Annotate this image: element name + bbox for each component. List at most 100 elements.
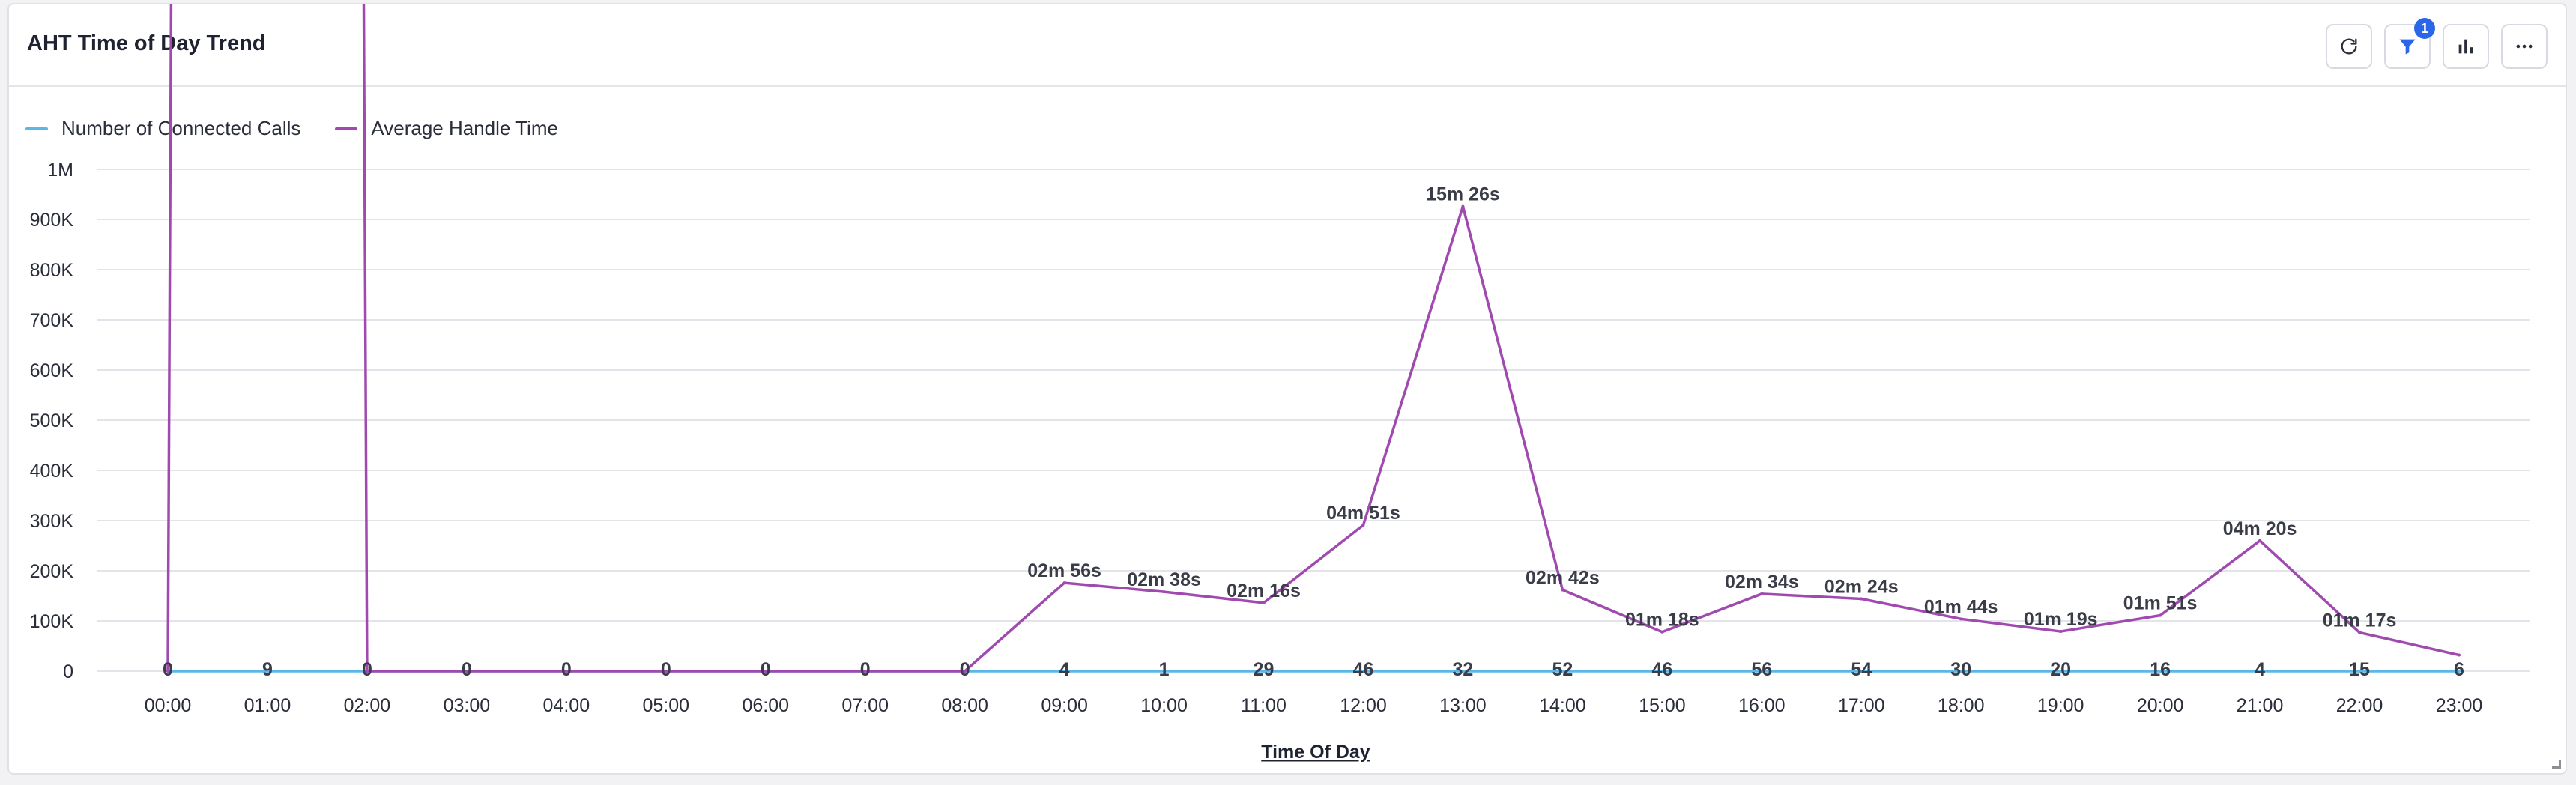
filter-button[interactable]: 1 xyxy=(2384,18,2435,69)
data-label-aht: 02m 38s xyxy=(1127,569,1201,590)
data-label-calls: 0 xyxy=(561,659,572,680)
y-tick-label: 700K xyxy=(30,310,74,331)
y-tick-label: 900K xyxy=(30,210,74,231)
x-axis-title: Time Of Day xyxy=(1261,742,1370,763)
widget-header: AHT Time of Day Trend 1 xyxy=(9,4,2566,87)
data-point xyxy=(1062,669,1066,673)
data-label-calls: 30 xyxy=(1950,659,1971,680)
y-tick-label: 200K xyxy=(30,561,74,582)
y-tick-label: 1M xyxy=(47,160,73,181)
widget-toolbar: 1 xyxy=(2326,18,2548,69)
data-point xyxy=(1860,597,1863,601)
data-point xyxy=(2458,669,2461,673)
data-label-calls: 32 xyxy=(1453,659,1474,680)
x-tick-label: 05:00 xyxy=(643,695,690,716)
data-point xyxy=(963,670,967,673)
data-label-calls: 0 xyxy=(661,659,671,680)
refresh-icon xyxy=(2338,36,2359,57)
data-point xyxy=(1162,669,1166,673)
more-horizontal-icon xyxy=(2514,36,2535,57)
data-point xyxy=(863,670,867,673)
data-label-aht: 15m 26s xyxy=(1426,184,1500,205)
data-label-calls: 29 xyxy=(1254,659,1275,680)
data-point xyxy=(1959,617,1963,621)
y-tick-label: 100K xyxy=(30,611,74,632)
legend-item-connected-calls[interactable]: Number of Connected Calls xyxy=(25,117,300,140)
data-point xyxy=(1561,669,1564,673)
data-point xyxy=(1860,669,1863,673)
x-tick-label: 17:00 xyxy=(1838,695,1885,716)
data-point xyxy=(1959,669,1963,673)
x-tick-label: 04:00 xyxy=(543,695,590,716)
data-point xyxy=(1361,524,1365,527)
x-tick-label: 07:00 xyxy=(841,695,889,716)
x-tick-label: 18:00 xyxy=(1938,695,1985,716)
data-point xyxy=(1760,592,1764,595)
data-label-calls: 0 xyxy=(462,659,472,680)
data-label-calls: 46 xyxy=(1353,659,1374,680)
x-tick-label: 22:00 xyxy=(2336,695,2383,716)
x-tick-label: 11:00 xyxy=(1241,695,1287,716)
legend-item-average-handle-time[interactable]: Average Handle Time xyxy=(335,117,558,140)
x-tick-label: 02:00 xyxy=(344,695,391,716)
data-label-aht: 01m 19s xyxy=(2024,609,2098,630)
data-label-calls: 1 xyxy=(1159,659,1170,680)
x-tick-label: 00:00 xyxy=(145,695,192,716)
filter-icon xyxy=(2397,36,2418,57)
x-tick-label: 16:00 xyxy=(1738,695,1786,716)
data-label-calls: 20 xyxy=(2050,659,2071,680)
data-point xyxy=(2258,669,2262,673)
x-tick-label: 06:00 xyxy=(742,695,789,716)
data-label-calls: 0 xyxy=(860,659,871,680)
data-point xyxy=(166,670,169,673)
data-label-aht: 01m 18s xyxy=(1625,610,1699,631)
data-label-aht: 02m 42s xyxy=(1526,567,1600,588)
data-label-calls: 16 xyxy=(2150,659,2171,680)
x-tick-label: 01:00 xyxy=(244,695,291,716)
x-tick-label: 08:00 xyxy=(941,695,988,716)
y-tick-label: 400K xyxy=(30,461,74,482)
data-point xyxy=(2159,613,2162,617)
resize-handle[interactable] xyxy=(2552,760,2561,769)
more-options-button[interactable] xyxy=(2501,24,2548,69)
data-label-aht: 02m 24s xyxy=(1824,577,1899,598)
x-tick-label: 09:00 xyxy=(1041,695,1088,716)
data-point xyxy=(1660,669,1664,673)
x-tick-label: 15:00 xyxy=(1639,695,1686,716)
chart-type-button[interactable] xyxy=(2443,24,2489,69)
data-label-calls: 52 xyxy=(1552,659,1573,680)
data-label-calls: 9 xyxy=(262,659,273,680)
x-tick-label: 21:00 xyxy=(2237,695,2284,716)
data-point xyxy=(764,670,767,673)
legend-label-connected-calls: Number of Connected Calls xyxy=(61,117,301,139)
y-tick-label: 300K xyxy=(30,511,74,532)
x-tick-label: 03:00 xyxy=(444,695,491,716)
data-label-aht: 01m 51s xyxy=(2123,593,2198,614)
data-point xyxy=(1162,590,1166,594)
data-point xyxy=(265,669,269,673)
series-line-1 xyxy=(166,4,2460,673)
data-label-calls: 56 xyxy=(1751,659,1772,680)
data-point xyxy=(1262,601,1266,604)
data-label-aht: 01m 17s xyxy=(2323,610,2397,631)
legend-label-average-handle-time: Average Handle Time xyxy=(371,117,558,139)
data-label-aht: 02m 34s xyxy=(1725,572,1799,592)
widget-title: AHT Time of Day Trend xyxy=(27,31,266,55)
y-tick-label: 800K xyxy=(30,260,74,281)
data-point xyxy=(2059,669,2063,673)
aht-widget-card: AHT Time of Day Trend 1 xyxy=(7,3,2567,775)
data-label-aht: 01m 44s xyxy=(1924,596,1998,617)
refresh-button[interactable] xyxy=(2326,24,2372,69)
data-point xyxy=(1561,588,1564,592)
data-point xyxy=(2258,539,2262,542)
bar-chart-icon xyxy=(2455,36,2476,57)
data-point xyxy=(465,670,468,673)
data-label-calls: 15 xyxy=(2349,659,2370,680)
data-label-calls: 0 xyxy=(960,659,970,680)
line-chart: 0 100K 200K 300K 400K 500K 600K 700K 800K 900K 1M 0… xyxy=(30,4,2530,763)
data-point xyxy=(1760,669,1764,673)
data-label-aht: 04m 20s xyxy=(2223,518,2297,539)
data-point xyxy=(2059,630,2063,634)
data-point xyxy=(2458,653,2461,657)
data-point xyxy=(2358,631,2362,634)
